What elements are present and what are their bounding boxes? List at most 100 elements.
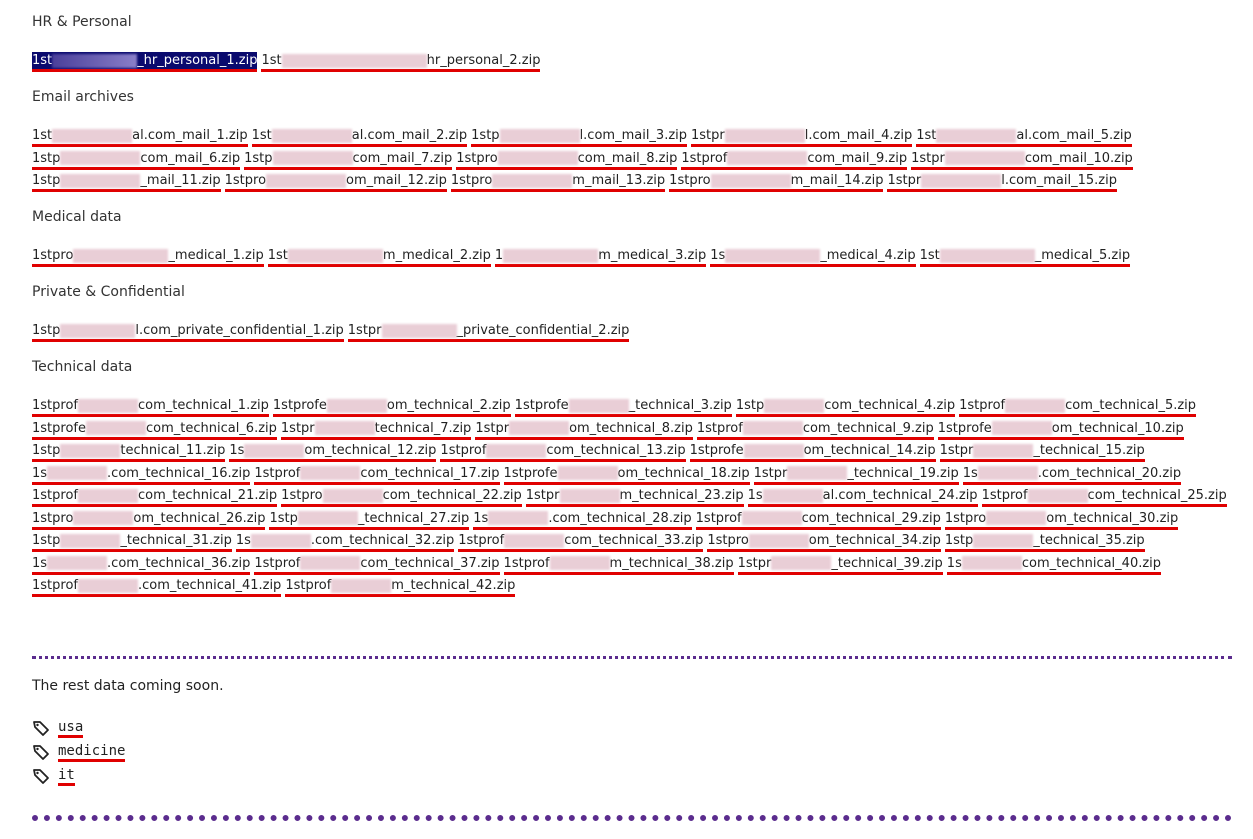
file-link[interactable]: 1stpr _technical_39.zip [737, 555, 943, 575]
file-link[interactable]: 1stprof com_technical_37.zip [254, 555, 500, 575]
file-name-prefix: 1stprof [254, 555, 301, 571]
file-name-prefix: 1stpr [691, 128, 725, 143]
file-link[interactable]: 1 m_medical_3.zip [494, 247, 707, 267]
file-name-prefix: 1stprof [440, 443, 487, 458]
file-link[interactable]: 1stp technical_11.zip [32, 442, 226, 462]
file-name-suffix: _mail_11.zip [140, 173, 221, 188]
redacted-segment [297, 511, 358, 525]
tag-link[interactable]: it [58, 767, 75, 786]
file-link[interactable]: 1stprof m_technical_42.zip [285, 577, 516, 597]
file-name-prefix: 1stprofe [689, 443, 744, 458]
file-link[interactable]: 1s .com_technical_32.zip [235, 532, 455, 552]
file-name-prefix: 1stprof [681, 150, 728, 166]
redacted-segment [322, 488, 383, 503]
tag-link[interactable]: medicine [58, 743, 126, 762]
file-link[interactable]: 1s al.com_technical_24.zip [747, 487, 978, 507]
file-link[interactable]: 1stpro m_mail_13.zip [450, 172, 666, 192]
redacted-segment [244, 443, 305, 458]
file-link[interactable]: 1st _hr_personal_1.zip [32, 52, 258, 72]
file-link[interactable]: 1stpro om_technical_26.zip [32, 510, 266, 530]
file-link[interactable]: 1stpro _medical_1.zip [32, 247, 264, 267]
file-link[interactable]: 1stp com_mail_7.zip [244, 150, 453, 170]
file-link[interactable]: 1st al.com_mail_1.zip [32, 127, 248, 147]
file-link[interactable]: 1stprofe _technical_3.zip [514, 397, 732, 417]
file-link[interactable]: 1stprof com_technical_29.zip [695, 510, 941, 530]
file-name-suffix: m_mail_14.zip [790, 173, 884, 188]
file-name-suffix: .com_technical_36.zip [107, 555, 251, 571]
file-name-prefix: 1s [32, 555, 48, 571]
file-link[interactable]: 1stp _mail_11.zip [32, 172, 221, 192]
file-name-suffix: .com_technical_20.zip [1037, 465, 1182, 481]
file-link[interactable]: 1s com_technical_40.zip [946, 555, 1162, 575]
file-link[interactable]: 1stprof m_technical_38.zip [503, 555, 734, 575]
file-link[interactable]: 1stprof com_technical_21.zip [32, 487, 278, 507]
file-link[interactable]: 1stpr _technical_19.zip [753, 465, 959, 485]
file-link[interactable]: 1s .com_technical_36.zip [32, 555, 251, 575]
file-name-prefix: 1stprof [503, 555, 550, 571]
file-link[interactable]: 1stpro om_mail_12.zip [224, 172, 447, 192]
redacted-segment [77, 488, 138, 503]
redacted-segment [272, 151, 353, 165]
file-link[interactable]: 1stprofe com_technical_6.zip [32, 420, 277, 440]
file-link[interactable]: 1stprof com_technical_33.zip [458, 532, 704, 552]
file-link[interactable]: 1stp com_mail_6.zip [32, 150, 241, 170]
tag-link[interactable]: usa [58, 719, 84, 738]
file-link[interactable]: 1st _medical_5.zip [919, 247, 1131, 267]
file-link[interactable]: 1stpr _private_confidential_2.zip [347, 322, 630, 342]
redacted-segment [47, 466, 108, 480]
file-link[interactable]: 1s _medical_4.zip [710, 247, 916, 267]
file-link[interactable]: 1stp _technical_31.zip [32, 532, 232, 552]
file-name-suffix: com_mail_7.zip [352, 150, 453, 166]
file-link[interactable]: 1stp com_technical_4.zip [735, 397, 956, 417]
file-link[interactable]: 1s .com_technical_16.zip [32, 465, 251, 485]
file-link[interactable]: 1st al.com_mail_5.zip [916, 127, 1132, 147]
file-link[interactable]: 1stpr technical_7.zip [280, 420, 472, 440]
file-link[interactable]: 1s .com_technical_28.zip [473, 510, 692, 530]
file-link[interactable]: 1stpr com_mail_10.zip [911, 150, 1133, 170]
file-link[interactable]: 1s .com_technical_20.zip [962, 465, 1182, 485]
file-link[interactable]: 1stprof com_technical_5.zip [959, 397, 1197, 417]
redacted-segment [742, 421, 803, 435]
file-link[interactable]: 1stpro om_technical_30.zip [944, 510, 1179, 530]
file-link[interactable]: 1stp l.com_private_confidential_1.zip [32, 322, 344, 342]
file-link[interactable]: 1stprof com_technical_25.zip [981, 487, 1227, 507]
file-link[interactable]: 1stprof com_technical_1.zip [32, 397, 269, 417]
file-link[interactable]: 1stp _technical_35.zip [944, 532, 1145, 552]
file-name-prefix: 1st [32, 128, 53, 143]
file-name-prefix: 1stprof [458, 533, 505, 548]
file-link[interactable]: 1stpro om_technical_34.zip [707, 532, 941, 552]
file-link[interactable]: 1stprof com_technical_13.zip [440, 442, 686, 462]
file-link[interactable]: 1stprofe om_technical_14.zip [689, 442, 936, 462]
file-link[interactable]: 1stprof .com_technical_41.zip [32, 577, 282, 597]
file-link[interactable]: 1st hr_personal_2.zip [261, 52, 541, 72]
file-link[interactable]: 1stprofe om_technical_2.zip [272, 397, 511, 417]
file-list: 1stp l.com_private_confidential_1.zip 1stp… [32, 320, 1232, 343]
file-link[interactable]: 1stprof com_mail_9.zip [681, 150, 908, 170]
file-link[interactable]: 1stpr l.com_mail_15.zip [887, 172, 1117, 192]
file-link[interactable]: 1stpr om_technical_8.zip [475, 420, 693, 440]
redacted-segment [60, 533, 121, 548]
file-link[interactable]: 1stpro m_mail_14.zip [669, 172, 884, 192]
file-link[interactable]: 1stpro com_mail_8.zip [456, 150, 678, 170]
file-link[interactable]: 1stpr l.com_mail_4.zip [691, 127, 913, 147]
file-link[interactable]: 1st m_medical_2.zip [267, 247, 491, 267]
redacted-segment [727, 151, 808, 165]
file-name-suffix: _technical_3.zip [628, 398, 732, 413]
file-link[interactable]: 1stp _technical_27.zip [269, 510, 470, 530]
file-link[interactable]: 1stpr _technical_15.zip [939, 442, 1145, 462]
file-name-prefix: 1stprof [32, 398, 78, 413]
file-link[interactable]: 1stprofe om_technical_18.zip [503, 465, 750, 485]
file-link[interactable]: 1st al.com_mail_2.zip [251, 127, 468, 147]
file-link[interactable]: 1stprof com_technical_9.zip [696, 420, 934, 440]
file-link[interactable]: 1stp l.com_mail_3.zip [471, 127, 688, 147]
redacted-segment [497, 151, 578, 165]
file-name-suffix: technical_7.zip [374, 420, 472, 436]
file-link[interactable]: 1s om_technical_12.zip [229, 442, 437, 462]
file-name-prefix: 1stpro [224, 173, 267, 188]
file-link[interactable]: 1stpr m_technical_23.zip [525, 487, 744, 507]
redacted-segment [77, 398, 138, 413]
file-link[interactable]: 1stprof com_technical_17.zip [254, 465, 500, 485]
file-link[interactable]: 1stpro com_technical_22.zip [281, 487, 522, 507]
file-link[interactable]: 1stprofe om_technical_10.zip [937, 420, 1184, 440]
redacted-segment [771, 556, 832, 570]
